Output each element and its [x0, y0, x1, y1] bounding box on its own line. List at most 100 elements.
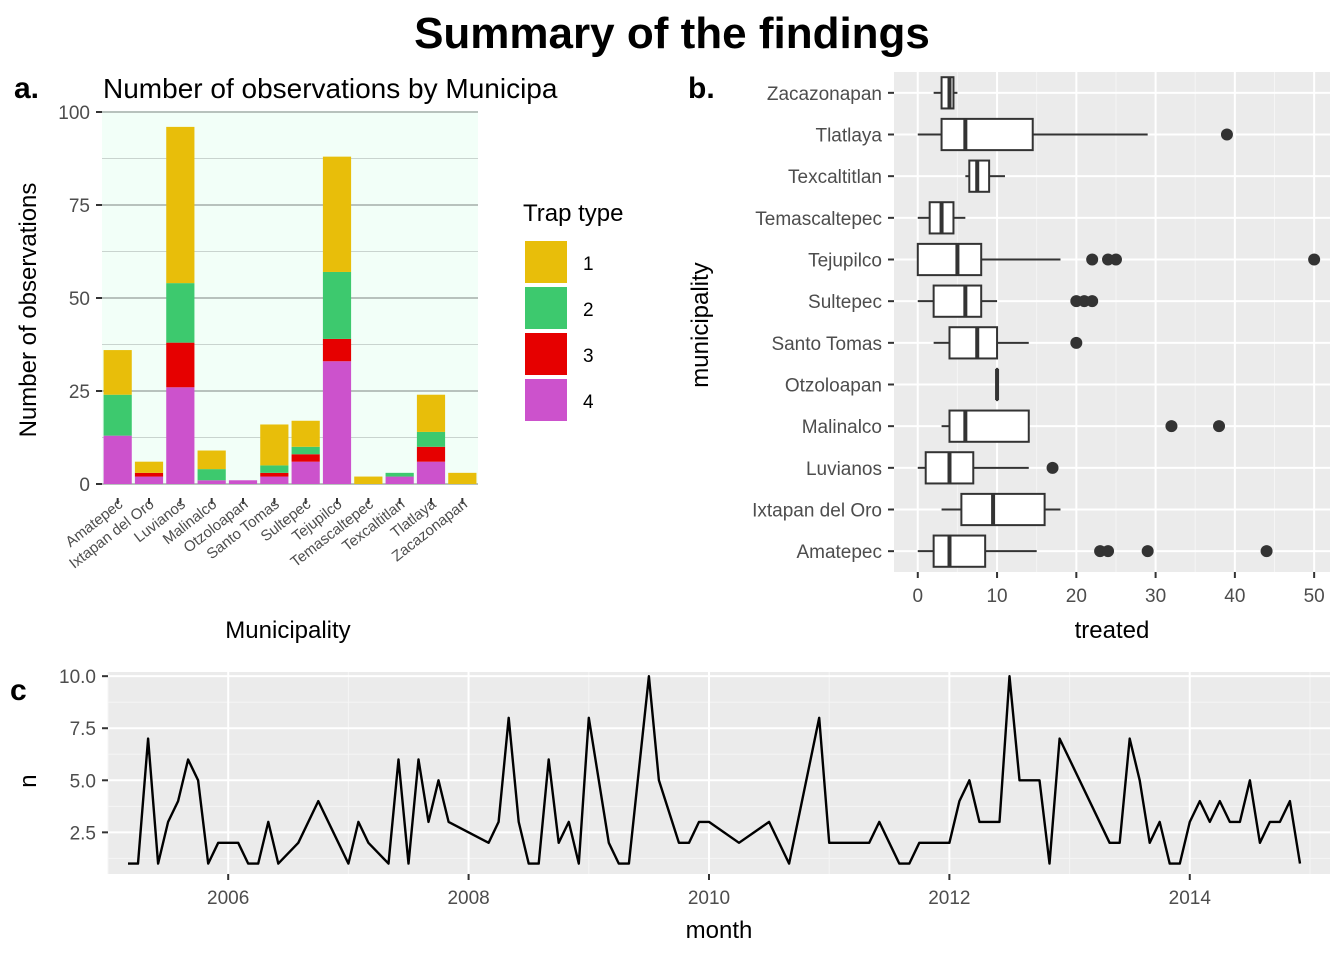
y-tick-label: Malinalco — [802, 417, 882, 438]
x-tick-label: 50 — [1304, 586, 1325, 607]
bar-segment-1 — [448, 472, 477, 484]
series-line — [128, 675, 1302, 865]
outlier-point — [1220, 128, 1233, 141]
legend-label-2: 2 — [583, 300, 594, 321]
y-tick-label: 25 — [69, 382, 90, 403]
y-tick-label: 2.5 — [70, 823, 96, 844]
bar-segment-4 — [291, 461, 320, 484]
bar-segment-1 — [291, 420, 320, 447]
bar-segment-2 — [416, 431, 446, 447]
bar-segment-1 — [134, 461, 164, 473]
bar-segment-4 — [228, 480, 258, 484]
x-tick-label: 40 — [1224, 586, 1245, 607]
box — [916, 242, 983, 277]
y-tick-label: 10.0 — [59, 667, 96, 688]
x-axis-title: Municipality — [225, 617, 350, 644]
bar-segment-3 — [134, 472, 164, 477]
panel-a-label: a. — [14, 72, 39, 105]
box — [948, 326, 999, 360]
x-axis-title: treated — [1075, 617, 1150, 644]
y-tick-label: Sultepec — [808, 292, 882, 313]
x-tick-label: 30 — [1145, 586, 1166, 607]
y-tick-label: Luvianos — [806, 459, 882, 480]
outlier-point — [1086, 253, 1099, 266]
y-tick-label: 50 — [69, 289, 90, 310]
bar-segment-2 — [166, 283, 195, 343]
bar-segment-1 — [322, 156, 352, 272]
outlier-point — [1308, 253, 1321, 266]
y-tick-label: Tlatlaya — [815, 126, 882, 147]
bar-segment-4 — [322, 361, 352, 484]
legend-label-3: 3 — [583, 346, 594, 367]
bar-segment-3 — [166, 342, 195, 388]
x-tick-label: 2012 — [928, 888, 970, 909]
bar-segment-1 — [166, 126, 195, 284]
y-tick-label: Tejupilco — [808, 251, 882, 272]
x-tick-label: 2006 — [207, 888, 249, 909]
bar-segment-2 — [385, 472, 414, 477]
bar-segment-4 — [197, 480, 226, 484]
outlier-point — [1260, 545, 1273, 558]
y-tick-label: Texcaltitlan — [788, 167, 882, 188]
plot-background — [894, 72, 1330, 572]
y-tick-label: Zacazonapan — [767, 84, 882, 105]
x-tick-label: 2008 — [447, 888, 489, 909]
x-tick-label: 2010 — [688, 888, 730, 909]
outlier-point — [1086, 295, 1099, 308]
y-tick-label: Amatepec — [796, 542, 882, 563]
y-tick-label: Ixtapan del Oro — [752, 501, 882, 522]
y-axis-title: n — [15, 774, 42, 787]
boxplot-panel: 0 10 20 30 40 50 Zacazonapan Tlatlaya Texcaltitl… — [687, 72, 1330, 644]
outlier-point — [1109, 253, 1122, 266]
bar-segment-3 — [416, 446, 446, 462]
panel-b-label: b. — [688, 72, 715, 105]
x-axis-title: month — [686, 917, 753, 944]
box — [940, 117, 1034, 152]
bar-segment-1 — [416, 394, 446, 432]
box — [932, 534, 987, 568]
outlier-point — [1046, 461, 1059, 474]
bar-segment-4 — [385, 476, 414, 484]
y-axis-title: municipality — [687, 262, 714, 387]
y-tick-label: Otzoloapan — [785, 376, 882, 397]
figure-title: Summary of the findings — [414, 9, 930, 58]
bar-segment-2 — [260, 465, 289, 473]
bar-segment-2 — [291, 446, 320, 455]
legend-swatch-3 — [523, 331, 569, 377]
bar-segment-4 — [260, 476, 289, 484]
box — [948, 409, 1030, 443]
bar-segment-1 — [354, 476, 383, 484]
outlier-point — [1102, 545, 1115, 558]
outlier-point — [1213, 420, 1226, 433]
y-tick-label: Temascaltepec — [755, 209, 882, 230]
bar-segment-2 — [197, 469, 226, 481]
outlier-point — [1141, 545, 1154, 558]
outlier-point — [1070, 336, 1083, 349]
legend-title: Trap type — [523, 200, 624, 227]
legend-label-1: 1 — [583, 254, 594, 275]
bar-segment-1 — [197, 450, 226, 470]
y-tick-label: 75 — [69, 196, 90, 217]
legend-swatch-1 — [523, 239, 569, 285]
bar-segment-4 — [134, 476, 164, 484]
bar-segment-4 — [166, 387, 195, 484]
x-tick-label: 2014 — [1169, 888, 1212, 909]
bar-segment-1 — [103, 350, 132, 395]
outlier-point — [1165, 420, 1178, 433]
bar-segment-4 — [416, 461, 446, 484]
box — [932, 284, 983, 318]
y-axis-title: Number of observations — [15, 183, 42, 438]
bar-segment-3 — [322, 338, 352, 362]
panel-c-label: c — [10, 674, 27, 707]
bar-segment-2 — [103, 394, 132, 436]
legend-label-4: 4 — [583, 392, 594, 413]
bar-segment-3 — [291, 454, 320, 462]
y-tick-label: 7.5 — [70, 719, 96, 740]
legend-swatch-4 — [523, 377, 569, 423]
bar-segment-4 — [103, 435, 132, 484]
bar-segment-2 — [322, 271, 352, 339]
bar-segment-3 — [260, 472, 289, 477]
y-tick-label: 5.0 — [70, 771, 96, 792]
